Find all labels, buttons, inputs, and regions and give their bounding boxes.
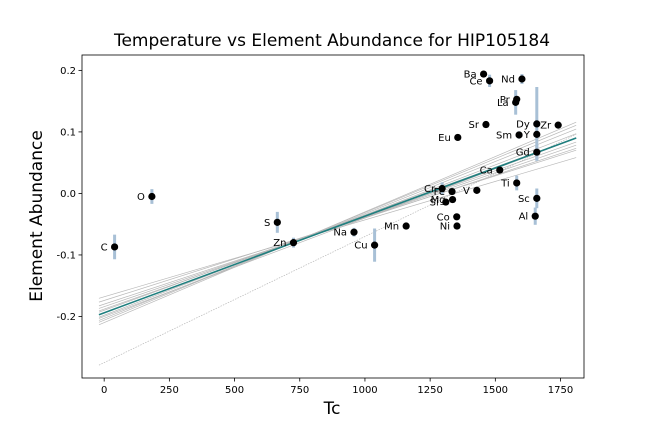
y-tick-label: -0.1 bbox=[56, 250, 76, 261]
point-label: Mn bbox=[384, 222, 399, 233]
point-label: V bbox=[463, 186, 470, 197]
sample-line bbox=[98, 157, 577, 299]
sample-line bbox=[98, 124, 577, 323]
fit-line-layer bbox=[98, 137, 577, 316]
x-tick-label: 500 bbox=[225, 385, 244, 396]
point-label: Dy bbox=[516, 119, 530, 130]
data-point bbox=[518, 75, 526, 83]
point-label: Ni bbox=[440, 222, 450, 233]
data-point bbox=[448, 187, 456, 196]
data-point bbox=[496, 166, 504, 174]
plot-frame bbox=[81, 54, 585, 379]
data-point bbox=[533, 148, 541, 156]
point-label: Na bbox=[333, 228, 347, 239]
x-tick-label: 250 bbox=[160, 385, 179, 396]
x-axis-label: Tc bbox=[323, 399, 341, 419]
data-point bbox=[453, 222, 461, 230]
data-point bbox=[482, 120, 490, 129]
y-tick-label: -0.2 bbox=[56, 312, 76, 323]
x-tick-label: 1000 bbox=[352, 385, 377, 396]
x-tick-label: 0 bbox=[101, 385, 107, 396]
data-point bbox=[148, 192, 156, 201]
point-label: Ca bbox=[480, 166, 493, 177]
point-label: Sm bbox=[496, 130, 512, 141]
data-point bbox=[442, 198, 450, 206]
data-point bbox=[110, 243, 119, 251]
data-points bbox=[110, 70, 562, 251]
point-label: Co bbox=[437, 212, 450, 223]
point-label: Si bbox=[430, 198, 439, 209]
data-point bbox=[473, 186, 481, 194]
sample-line bbox=[98, 134, 577, 366]
point-label: S bbox=[264, 218, 270, 229]
data-point bbox=[289, 239, 298, 247]
data-point bbox=[402, 222, 410, 230]
data-point bbox=[448, 195, 457, 204]
x-axis-ticks: 0 250 500 750 1000 1250 1500 1750 bbox=[101, 378, 573, 396]
data-point bbox=[350, 228, 358, 236]
x-tick-label: 1500 bbox=[483, 385, 508, 396]
point-label: O bbox=[137, 192, 145, 203]
chart-title: Temperature vs Element Abundance for HIP… bbox=[113, 31, 550, 51]
point-label: Fe bbox=[434, 187, 445, 198]
x-tick-label: 1250 bbox=[417, 385, 442, 396]
y-tick-label: 0.0 bbox=[60, 189, 76, 200]
data-point bbox=[454, 133, 462, 142]
point-label: Gd bbox=[516, 148, 530, 159]
point-label: Eu bbox=[438, 133, 451, 144]
data-point bbox=[485, 77, 494, 85]
data-point bbox=[512, 98, 520, 106]
point-label: Al bbox=[519, 212, 529, 223]
data-point bbox=[533, 120, 541, 128]
point-label: Ce bbox=[469, 76, 482, 87]
point-label: Sr bbox=[468, 120, 479, 131]
y-axis-ticks: -0.2 -0.1 0.0 0.1 0.2 bbox=[56, 66, 82, 323]
point-label: Zn bbox=[273, 238, 286, 249]
point-label: Sc bbox=[518, 194, 530, 205]
point-label: La bbox=[497, 98, 509, 109]
data-point bbox=[531, 212, 539, 220]
point-label: Cr bbox=[424, 184, 436, 195]
data-point bbox=[515, 131, 523, 139]
x-tick-label: 1750 bbox=[548, 385, 573, 396]
point-label: Ba bbox=[464, 70, 477, 81]
sample-lines bbox=[98, 121, 577, 366]
data-point bbox=[554, 121, 562, 129]
point-label: Cu bbox=[354, 241, 367, 252]
data-point bbox=[438, 184, 446, 193]
point-label: Zr bbox=[540, 121, 552, 132]
data-point bbox=[480, 70, 488, 78]
data-point bbox=[453, 213, 461, 221]
data-point bbox=[370, 241, 379, 249]
point-label: Mg bbox=[431, 195, 446, 206]
fit-line bbox=[98, 137, 577, 316]
point-label: C bbox=[101, 242, 108, 253]
point-label: Nd bbox=[501, 74, 515, 85]
y-tick-label: 0.1 bbox=[60, 127, 76, 138]
y-axis-label: Element Abundance bbox=[27, 130, 47, 302]
data-point bbox=[533, 194, 541, 202]
point-label: Pr bbox=[500, 95, 511, 106]
data-point bbox=[273, 218, 281, 226]
point-label: Y bbox=[523, 130, 531, 141]
data-point bbox=[513, 179, 521, 187]
y-tick-label: 0.2 bbox=[60, 66, 76, 77]
x-tick-label: 750 bbox=[290, 385, 309, 396]
data-point bbox=[533, 130, 541, 138]
point-label: Ti bbox=[500, 178, 510, 189]
